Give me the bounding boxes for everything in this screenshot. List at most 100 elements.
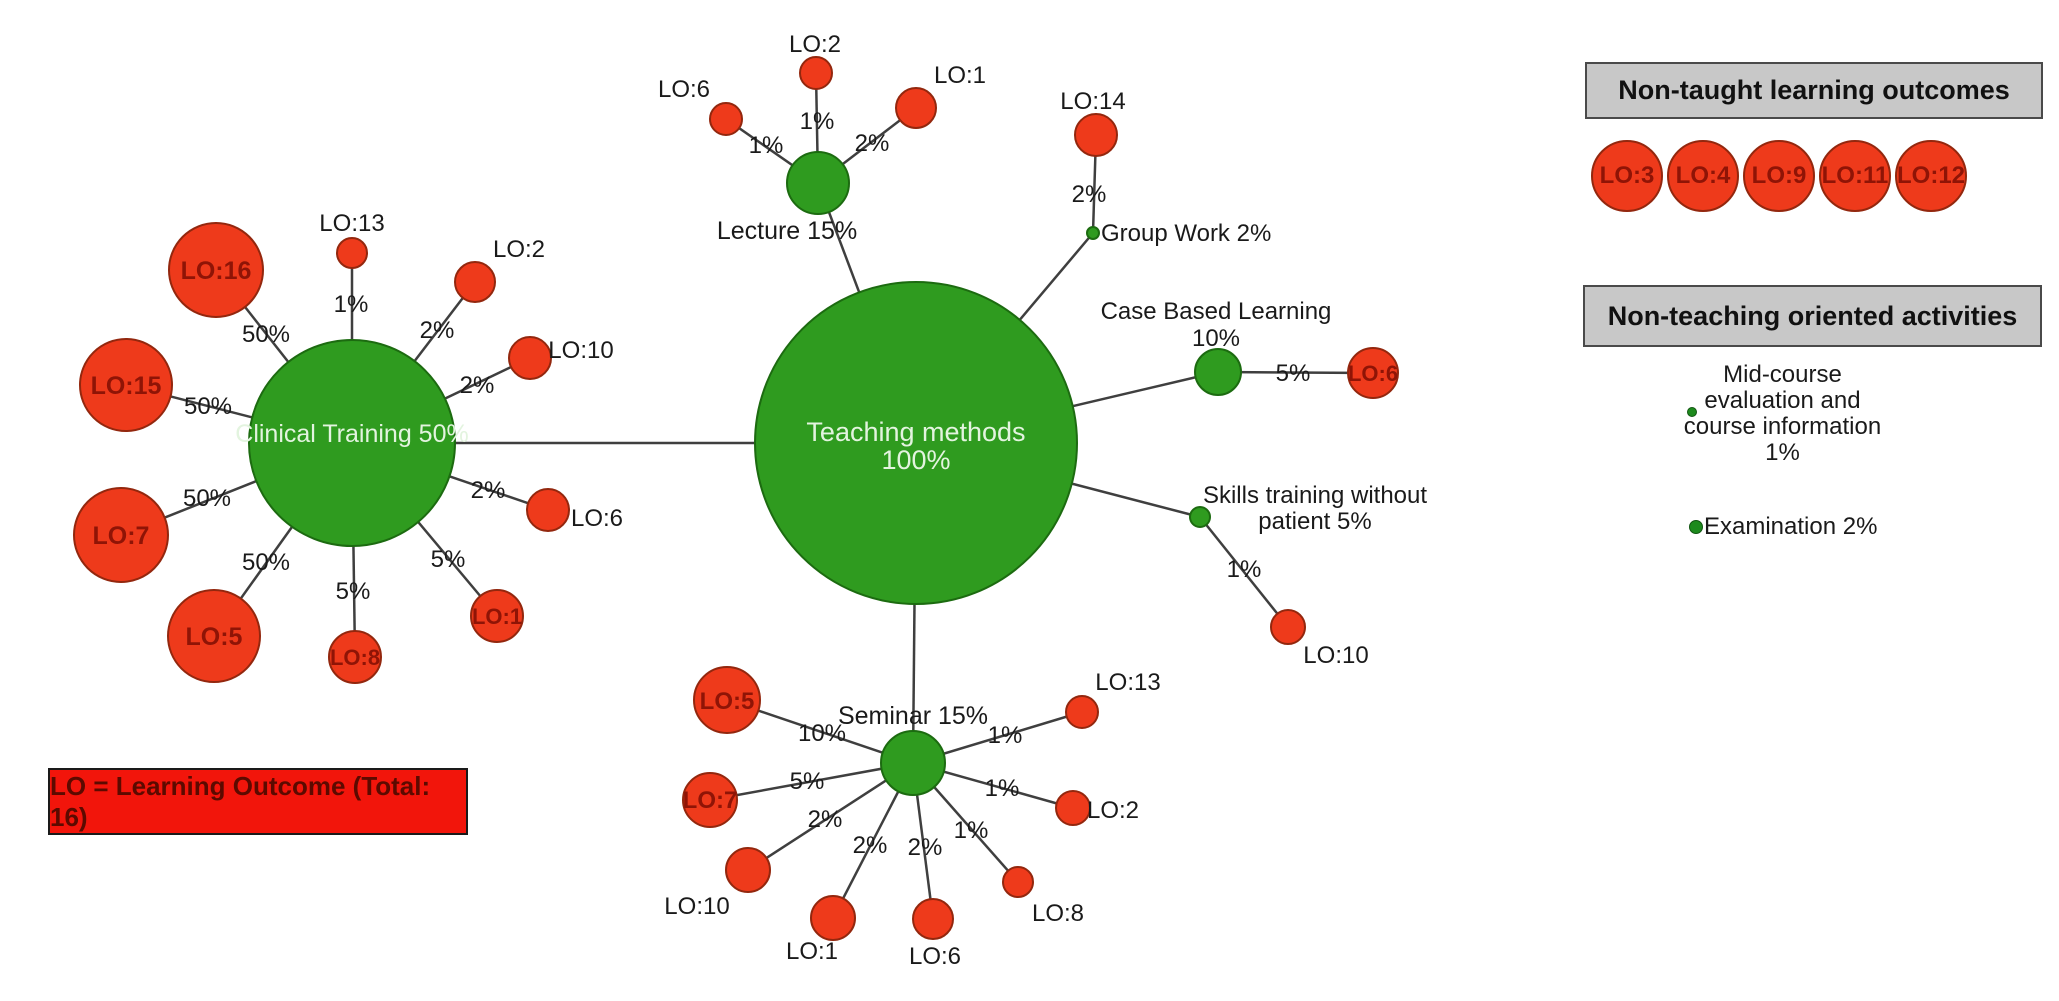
- non-taught-outcome-circle: LO:9: [1743, 140, 1815, 212]
- node-label-c2: LO:2: [493, 236, 545, 263]
- edge-percentage-clinical-c10: 2%: [460, 372, 495, 399]
- node-label-c1: LO:1: [472, 604, 522, 629]
- node-label-se8: LO:8: [1032, 900, 1084, 927]
- edge-skills-s10: [1199, 516, 1289, 628]
- node-label-se7: LO:7: [683, 787, 738, 814]
- node-label-teaching: Teaching methods: [806, 417, 1025, 447]
- edge-percentage-clinical-c5: 50%: [242, 549, 290, 576]
- node-c7: [73, 487, 169, 583]
- node-cb6: [1347, 347, 1399, 399]
- node-label-groupwork: Group Work 2%: [1101, 220, 1271, 247]
- edge-percentage-clinical-c16: 50%: [242, 321, 290, 348]
- node-label-seminar: Seminar 15%: [838, 702, 988, 730]
- node-seminar: [880, 730, 946, 796]
- node-se6: [912, 898, 954, 940]
- edge-percentage-seminar-se13: 1%: [988, 722, 1023, 749]
- non-teaching-activities-header: Non-teaching oriented activities: [1583, 285, 2042, 347]
- midcourse-percent: 1%: [1765, 439, 1800, 466]
- midcourse-evaluation-item: Mid-course evaluation and course informa…: [1660, 362, 1905, 466]
- midcourse-line: Mid-course: [1723, 361, 1842, 388]
- node-c6: [526, 488, 570, 532]
- non-taught-outcome-circle: LO:3: [1591, 140, 1663, 212]
- node-label-se2: LO:2: [1087, 797, 1139, 824]
- examination-item: Examination 2%: [1689, 513, 1877, 541]
- edge-percentage-seminar-se10: 2%: [808, 806, 843, 833]
- non-taught-outcome-label: LO:9: [1751, 162, 1807, 189]
- node-c13: [336, 237, 368, 269]
- node-label-c10: LO:10: [548, 337, 613, 364]
- examination-label: Examination 2%: [1704, 513, 1878, 540]
- node-se10: [725, 847, 771, 893]
- edge-seminar-se7: [709, 761, 914, 802]
- node-c8: [328, 630, 382, 684]
- edge-percentage-clinical-c2: 2%: [420, 317, 455, 344]
- node-label-skills: patient 5%: [1258, 508, 1371, 535]
- edge-percentage-cbl-cb6: 5%: [1276, 360, 1311, 387]
- node-label-s10: LO:10: [1303, 642, 1368, 669]
- node-label-l2: LO:2: [789, 31, 841, 58]
- node-l6: [709, 102, 743, 136]
- edge-percentage-seminar-se1: 2%: [853, 832, 888, 859]
- node-label-c5: LO:5: [186, 623, 243, 651]
- node-cbl: [1194, 348, 1242, 396]
- node-c15: [79, 338, 173, 432]
- edge-percentage-seminar-se7: 5%: [790, 768, 825, 795]
- node-label-cb6: LO:6: [1348, 361, 1398, 386]
- non-taught-outcome-label: LO:11: [1821, 162, 1889, 189]
- node-se7: [682, 772, 738, 828]
- non-taught-outcome-label: LO:3: [1599, 162, 1655, 189]
- node-teaching: [754, 281, 1078, 605]
- node-skills: [1189, 506, 1211, 528]
- node-label-teaching: 100%: [881, 445, 950, 475]
- edge-percentage-clinical-c13: 1%: [334, 291, 369, 318]
- node-se5: [693, 666, 761, 734]
- node-c2: [454, 261, 496, 303]
- non-taught-outcomes-title: Non-taught learning outcomes: [1618, 75, 2010, 105]
- node-label-se13: LO:13: [1095, 669, 1160, 696]
- node-label-c13: LO:13: [319, 210, 384, 237]
- edge-percentage-lecture-l2: 1%: [800, 108, 835, 135]
- non-taught-outcome-label: LO:12: [1897, 162, 1966, 189]
- node-l2: [799, 56, 833, 90]
- edge-percentage-lecture-l1: 2%: [855, 130, 890, 157]
- node-se13: [1065, 695, 1099, 729]
- node-label-c8: LO:8: [330, 645, 380, 670]
- edge-percentage-groupwork-lo14: 2%: [1072, 181, 1107, 208]
- node-c10: [508, 336, 552, 380]
- edge-percentage-clinical-c15: 50%: [184, 393, 232, 420]
- node-label-c7: LO:7: [93, 522, 150, 550]
- node-label-lo14: LO:14: [1060, 88, 1125, 115]
- edge-percentage-seminar-se2: 1%: [985, 775, 1020, 802]
- non-taught-outcome-label: LO:4: [1675, 162, 1731, 189]
- node-label-lecture: Lecture 15%: [717, 217, 857, 245]
- node-clinical: [248, 339, 456, 547]
- edge-percentage-skills-s10: 1%: [1227, 556, 1262, 583]
- node-c5: [167, 589, 261, 683]
- node-label-c15: LO:15: [91, 372, 162, 400]
- midcourse-line: course information: [1683, 413, 1882, 440]
- node-l1: [895, 87, 937, 129]
- node-label-skills: Skills training without: [1203, 482, 1427, 509]
- non-taught-outcome-circle: LO:11: [1819, 140, 1891, 212]
- node-label-l6: LO:6: [658, 76, 710, 103]
- edge-percentage-seminar-se6: 2%: [908, 834, 943, 861]
- node-label-se6: LO:6: [909, 943, 961, 970]
- edge-percentage-seminar-se8: 1%: [954, 817, 989, 844]
- node-label-cbl: Case Based Learning: [1101, 298, 1332, 325]
- node-label-cbl: 10%: [1192, 325, 1240, 352]
- node-se1: [810, 895, 856, 941]
- non-teaching-activities-title: Non-teaching oriented activities: [1607, 300, 2018, 331]
- node-groupwork: [1086, 226, 1100, 240]
- edge-percentage-clinical-c6: 2%: [471, 477, 506, 504]
- edge-percentage-lecture-l6: 1%: [749, 132, 784, 159]
- node-s10: [1270, 609, 1306, 645]
- edge-percentage-clinical-c1: 5%: [431, 546, 466, 573]
- non-taught-outcome-circle: LO:12: [1895, 140, 1967, 212]
- node-label-l1: LO:1: [934, 62, 986, 89]
- non-taught-outcomes-header: Non-taught learning outcomes: [1585, 62, 2043, 119]
- node-c16: [168, 222, 264, 318]
- node-label-se10: LO:10: [664, 893, 729, 920]
- node-label-se1: LO:1: [786, 938, 838, 965]
